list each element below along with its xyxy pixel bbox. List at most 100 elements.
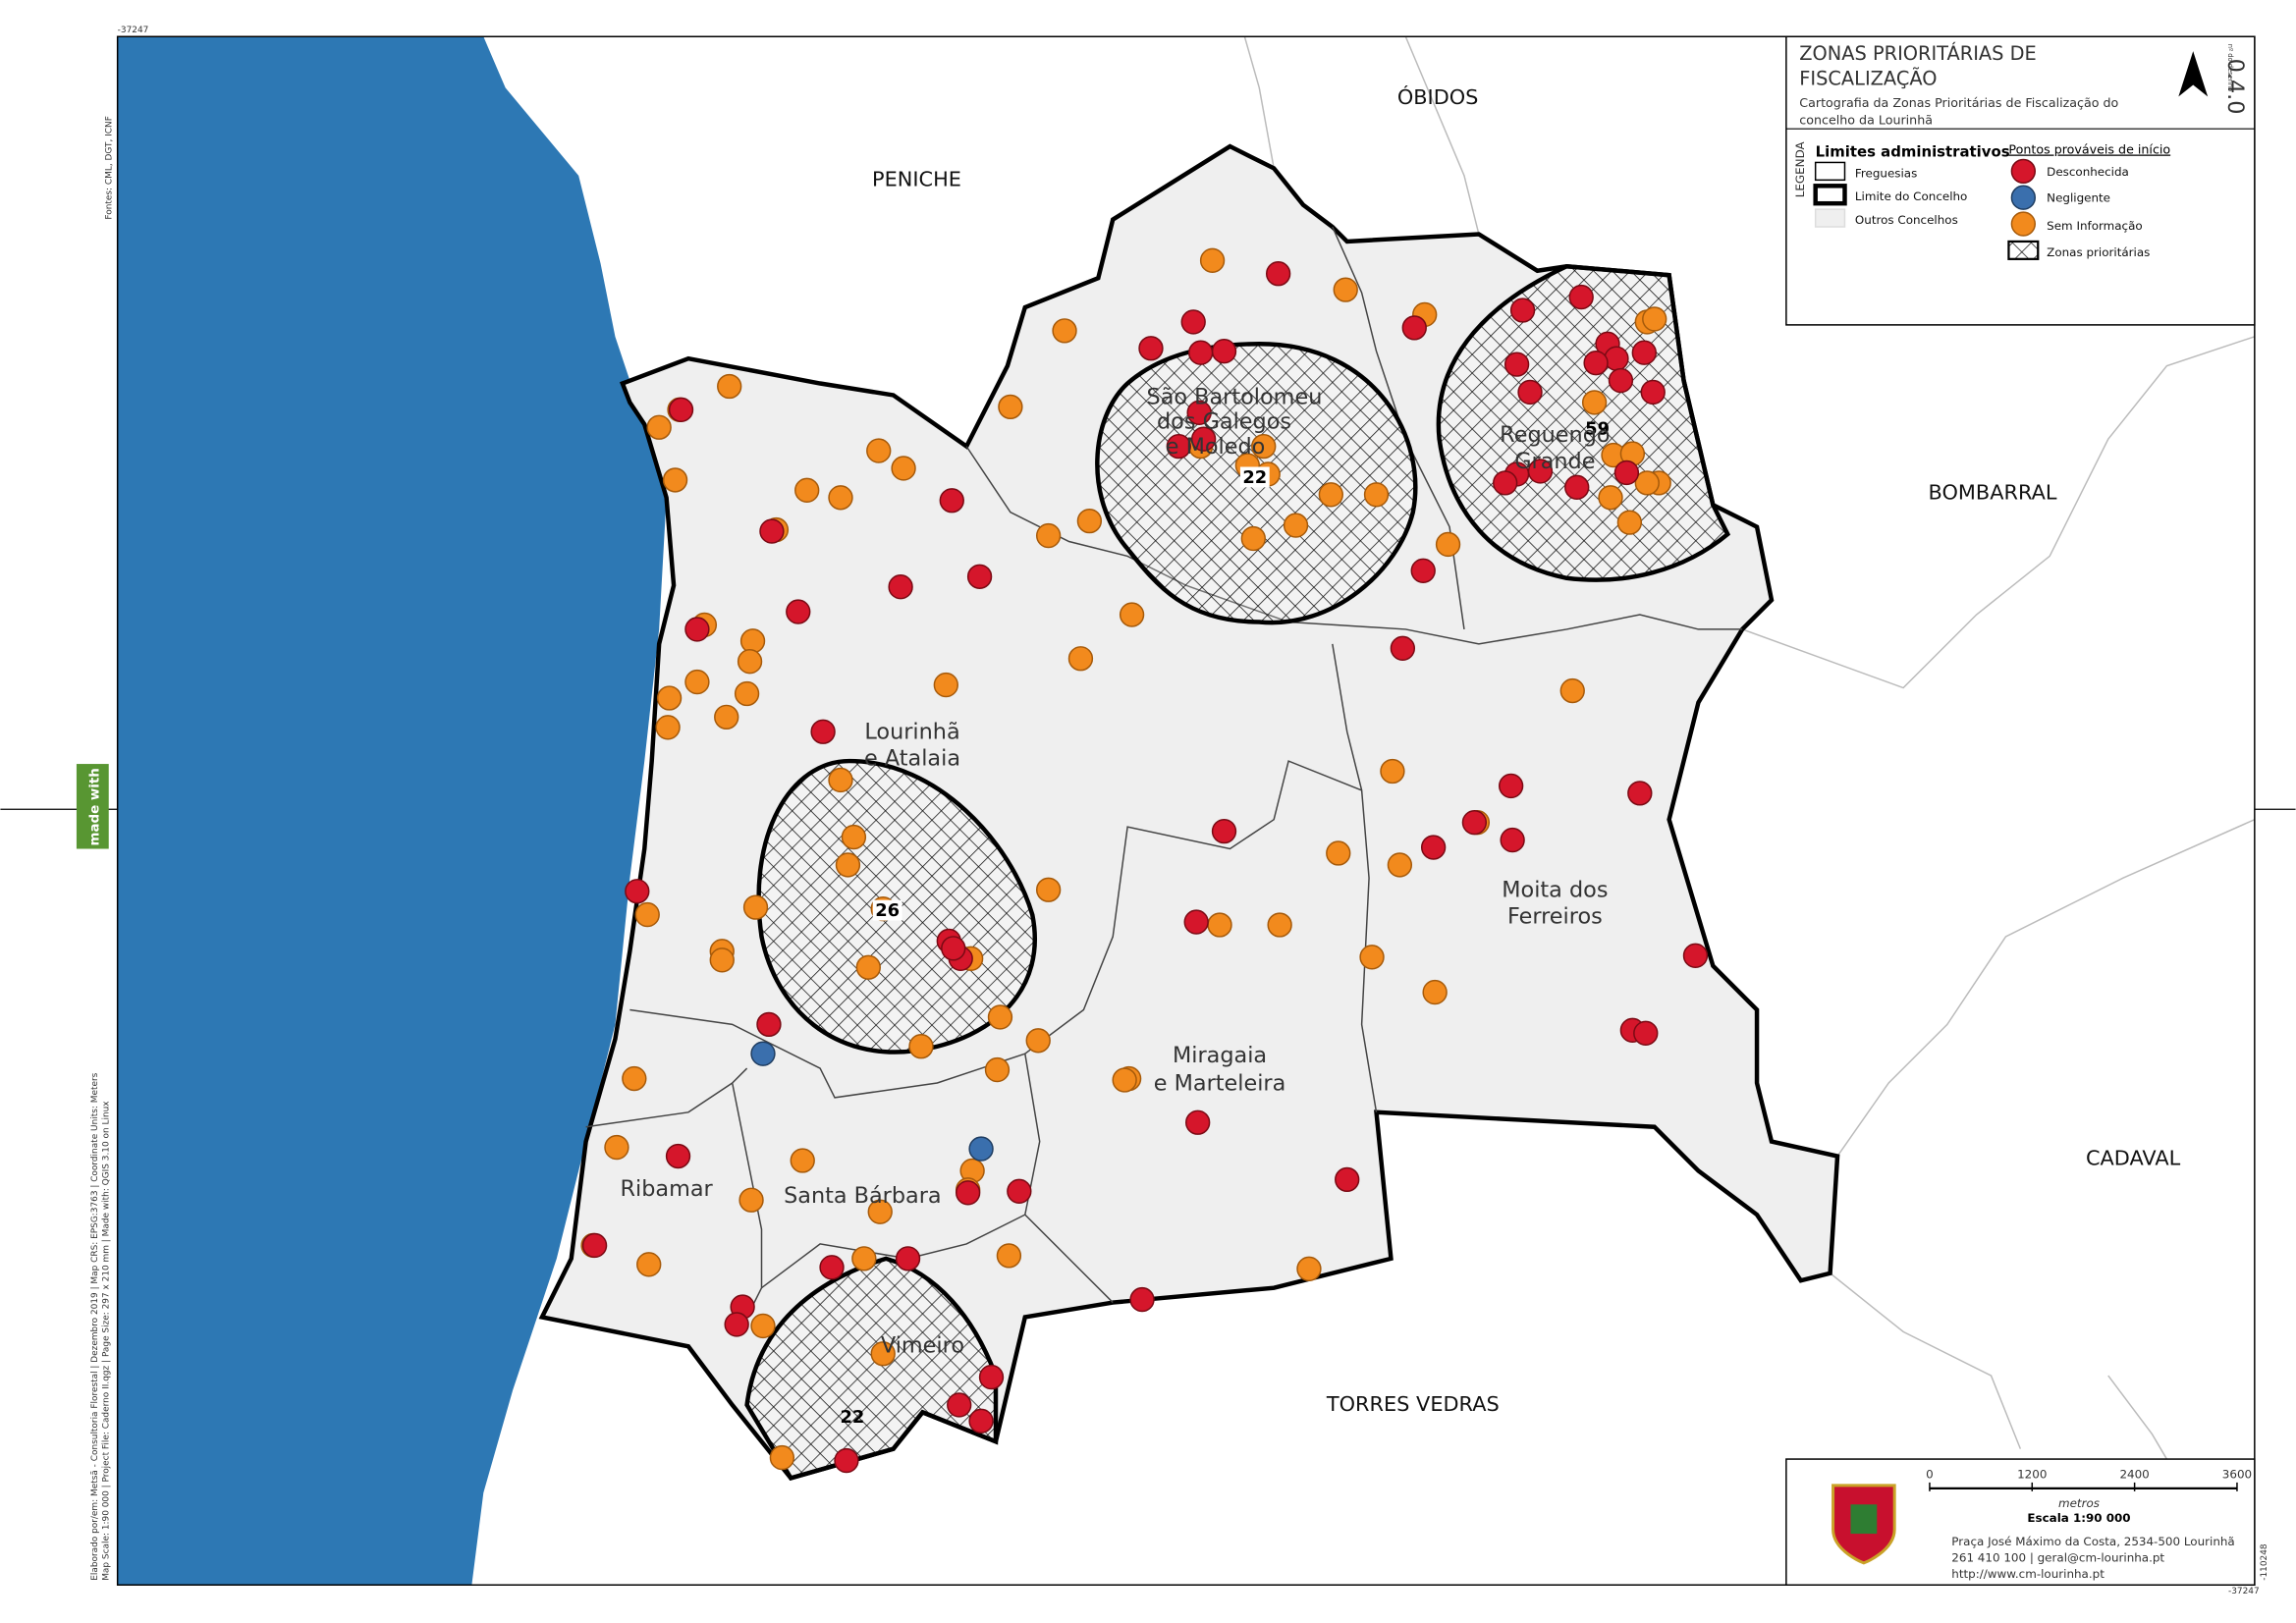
tree <box>1850 1504 1878 1535</box>
fire-point <box>1190 426 1217 452</box>
drawing-number: 0.4.0 <box>2222 59 2248 115</box>
fire-point <box>939 488 964 514</box>
fire-point <box>709 947 735 973</box>
fire-point <box>1333 277 1358 302</box>
fire-point <box>1613 460 1640 486</box>
fire-point <box>1119 602 1145 627</box>
fire-point <box>908 1034 934 1059</box>
fire-point <box>1631 340 1657 365</box>
priority-zone <box>1436 263 1731 582</box>
contact: Praça José Máximo da Costa, 2534-500 Lou… <box>1951 1535 2234 1548</box>
fire-points <box>580 247 1709 1474</box>
fire-point <box>739 628 766 654</box>
fire-point <box>870 1341 896 1367</box>
fire-point <box>1559 677 1585 704</box>
fire-point <box>1422 979 1448 1005</box>
fire-point <box>1435 531 1461 558</box>
fire-point <box>1527 459 1554 484</box>
frame-label: -37247 <box>2228 1587 2260 1596</box>
neighbor-labels: PENICHE ÓBIDOS BOMBARRAL CADAVAL TORRES … <box>872 84 2181 1416</box>
fire-point <box>1363 482 1390 508</box>
fire-point <box>737 649 763 675</box>
fire-point <box>1642 306 1667 332</box>
fire-point <box>750 1041 776 1066</box>
badge-bg <box>76 764 109 849</box>
fire-point <box>1296 1256 1322 1281</box>
parish-label: Miragaia <box>1173 1043 1267 1068</box>
fire-point <box>684 669 710 695</box>
fire-point <box>1025 1028 1051 1054</box>
fire-point <box>1387 852 1413 878</box>
coat-of-arms <box>1831 1484 1896 1565</box>
fire-point <box>1199 247 1226 273</box>
fire-point <box>1682 943 1709 968</box>
neighbor-label: BOMBARRAL <box>1929 480 2057 504</box>
fire-point <box>1581 390 1608 415</box>
fire-point <box>581 1232 608 1259</box>
legend-item: Zonas prioritárias <box>2047 245 2150 259</box>
fire-point <box>1251 433 1277 460</box>
legend-item: Outros Concelhos <box>1855 213 1958 227</box>
fire-point <box>947 1392 972 1418</box>
subtitle: Cartografia da Zonas Prioritárias de Fis… <box>1799 95 2118 110</box>
fire-point <box>941 936 966 961</box>
fire-point <box>786 599 811 624</box>
title: ZONAS PRIORITÁRIAS DE <box>1799 42 2036 65</box>
fire-point <box>1035 522 1062 549</box>
fire-point <box>1052 318 1077 344</box>
fire-point <box>655 715 681 740</box>
fire-point <box>1211 818 1237 844</box>
subtitle: concelho da Lourinhã <box>1799 113 1933 128</box>
fire-point <box>834 1447 859 1474</box>
fire-point <box>1326 840 1351 866</box>
fire-point <box>855 954 881 980</box>
fire-point <box>1401 315 1427 341</box>
fire-point <box>1640 379 1666 406</box>
other-boundaries <box>1243 35 2256 1460</box>
fire-point <box>1187 340 1214 365</box>
fire-point <box>968 1408 994 1434</box>
fire-point <box>1112 1067 1137 1093</box>
title: FISCALIZAÇÃO <box>1799 67 1937 89</box>
parish-label: Reguengo <box>1500 422 1610 448</box>
fire-point <box>1129 1286 1155 1313</box>
fire-point <box>1335 1166 1360 1193</box>
fire-point <box>978 1364 1005 1390</box>
fire-point <box>1509 298 1536 323</box>
fire-point <box>1598 485 1623 511</box>
fire-point <box>1185 1109 1211 1135</box>
fire-point <box>888 574 913 600</box>
scale-bar: 0 1200 2400 3600 <box>1926 1467 2252 1491</box>
fire-point <box>841 824 867 850</box>
fire-point <box>1207 912 1232 938</box>
fire-point <box>636 1252 662 1277</box>
fire-point <box>987 1004 1013 1030</box>
fire-point <box>1498 773 1524 799</box>
fire-point <box>835 852 861 878</box>
fire-point <box>622 1065 647 1092</box>
zone-count-box <box>1239 466 1270 488</box>
fire-point <box>734 680 760 707</box>
fire-point <box>851 1246 877 1271</box>
zone-counts: 22 59 26 22 <box>840 419 1610 1428</box>
parish-label: Grande <box>1514 449 1595 474</box>
parish-label: Santa Bárbara <box>784 1183 942 1209</box>
fire-point <box>866 438 892 463</box>
neighbor-label: CADAVAL <box>2086 1146 2181 1169</box>
sources: Fontes: CML, DGT, ICNF <box>105 116 115 219</box>
zone-count: 22 <box>1242 467 1267 488</box>
legend-swatch <box>2010 158 2037 185</box>
credits: Elaborado por/em: Metsã - Consultoria Fl… <box>90 1072 100 1580</box>
neighbor-label: PENICHE <box>872 167 961 190</box>
fire-point <box>1267 912 1292 938</box>
north-arrow <box>2178 51 2209 97</box>
legend-swatch <box>1814 161 1846 182</box>
parish-label: e Atalaia <box>864 746 960 772</box>
scale-tick-label: 1200 <box>2017 1467 2047 1481</box>
fire-point <box>968 1136 994 1162</box>
fire-point <box>684 617 710 642</box>
legend-swatch <box>2010 185 2037 210</box>
legend-swatch <box>1814 208 1846 228</box>
fire-point <box>625 879 650 904</box>
fire-point <box>984 1056 1011 1083</box>
